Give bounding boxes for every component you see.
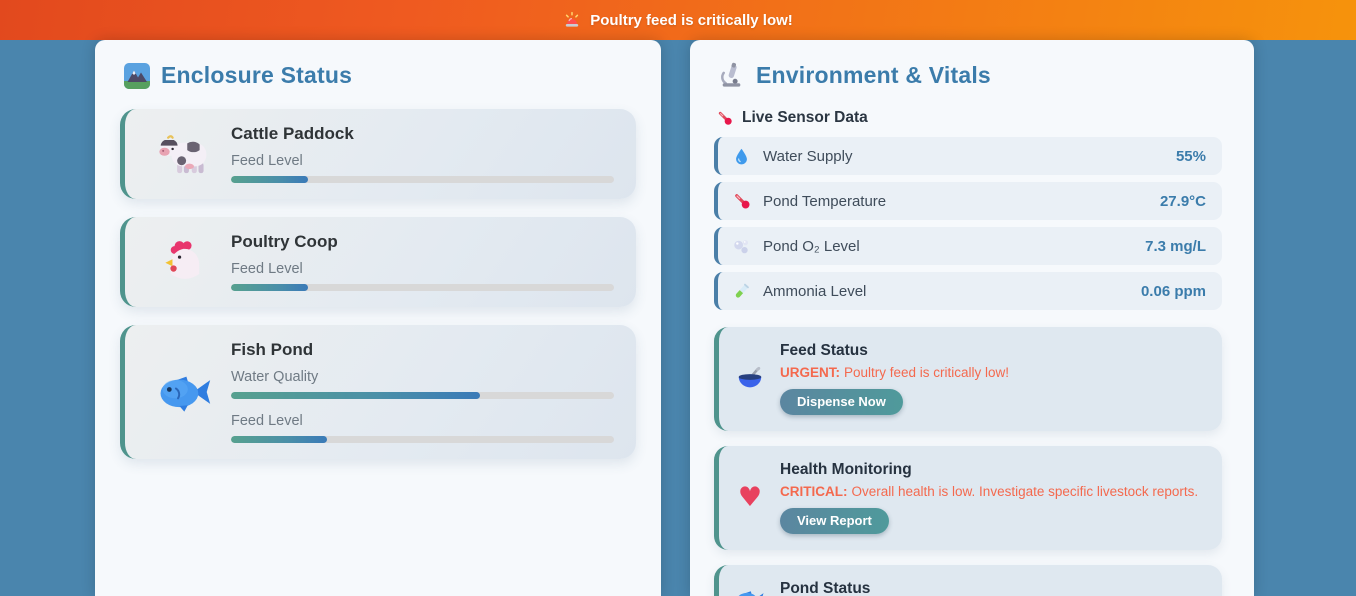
sensor-value: 27.9°C (1159, 192, 1206, 210)
water-quality-bar-fill (231, 392, 480, 399)
status-card-message: CRITICAL: Overall health is low. Investig… (780, 484, 1198, 499)
status-text: Overall health is low. Investigate speci… (851, 484, 1199, 499)
sensor-label: Ammonia Level (763, 282, 867, 300)
feed-level-bar (231, 176, 614, 183)
bar-label: Water Quality (231, 369, 319, 385)
sensor-row-pond-o2: Pond O₂ Level 7.3 mg/L (714, 227, 1222, 265)
status-card-list: Feed Status URGENT: Poultry feed is criti… (714, 327, 1222, 596)
bar-label: Feed Level (231, 413, 303, 429)
bar-label: Feed Level (231, 261, 303, 277)
enclosure-panel-title: Enclosure Status (161, 62, 353, 88)
enclosure-card-title: Cattle Paddock (231, 124, 354, 143)
cow-icon (139, 131, 231, 177)
status-prefix: URGENT: (780, 365, 840, 380)
view-report-button[interactable]: View Report (780, 508, 889, 534)
alert-banner: Poultry feed is critically low! (0, 0, 1356, 40)
fish-icon (139, 371, 231, 413)
status-card-pond: Pond Status Water quality is excellent. … (714, 565, 1222, 596)
enclosure-card-poultry: Poultry Coop Feed Level (120, 217, 636, 307)
vitals-panel-header: Environment & Vitals (718, 62, 1222, 89)
sensor-row-pond-temperature: Pond Temperature 27.9°C (714, 182, 1222, 220)
sensor-value: 0.06 ppm (1140, 282, 1206, 300)
status-card-health: ♥ Health Monitoring CRITICAL: Overall hea… (714, 446, 1222, 550)
sensor-label: Pond Temperature (763, 192, 887, 210)
bar-label: Feed Level (231, 153, 303, 169)
bowl-with-spoon-icon (733, 364, 767, 394)
sensor-value: 55% (1175, 147, 1206, 165)
enclosure-card-title: Poultry Coop (231, 232, 338, 251)
enclosure-panel-header: Enclosure Status (124, 62, 636, 89)
status-card-title: Feed Status (780, 342, 868, 359)
enclosure-card-cattle: Cattle Paddock Feed Level (120, 109, 636, 199)
status-card-message: URGENT: Poultry feed is critically low! (780, 365, 1009, 380)
sensor-label: Water Supply (763, 147, 853, 165)
banner-text: Poultry feed is critically low! (590, 11, 793, 29)
thermometer-icon (716, 110, 733, 127)
status-card-title: Health Monitoring (780, 461, 912, 478)
enclosure-panel: Enclosure Status Cattle Paddo (95, 40, 661, 596)
water-quality-bar (231, 392, 614, 399)
sensor-row-ammonia: Ammonia Level 0.06 ppm (714, 272, 1222, 310)
fish-icon (733, 588, 767, 596)
test-tube-icon (732, 282, 751, 301)
sensor-row-water-supply: Water Supply 55% (714, 137, 1222, 175)
feed-level-bar-fill (231, 436, 327, 443)
status-card-title: Pond Status (780, 580, 871, 596)
heart-icon: ♥ (737, 482, 763, 513)
sensor-value: 7.3 mg/L (1145, 237, 1206, 255)
siren-icon (563, 11, 581, 29)
microscope-icon (718, 62, 745, 89)
status-card-feed: Feed Status URGENT: Poultry feed is criti… (714, 327, 1222, 431)
sensor-section-title: Live Sensor Data (742, 109, 868, 126)
status-text: Poultry feed is critically low! (844, 365, 1010, 380)
vitals-panel-title: Environment & Vitals (756, 62, 991, 88)
dispense-now-button[interactable]: Dispense Now (780, 389, 903, 415)
feed-level-bar-fill (231, 284, 308, 291)
mountain-icon (124, 62, 150, 89)
chicken-icon (139, 238, 231, 286)
thermometer-icon (732, 192, 751, 211)
enclosure-card-fish: Fish Pond Water Quality Feed Level (120, 325, 636, 459)
droplet-icon (732, 147, 751, 166)
feed-level-bar (231, 436, 614, 443)
vitals-panel: Environment & Vitals Live Sensor Data Wa… (690, 40, 1254, 596)
feed-level-bar-fill (231, 176, 308, 183)
enclosure-card-title: Fish Pond (231, 340, 314, 359)
sensor-section-header: Live Sensor Data (716, 109, 1222, 127)
status-prefix: CRITICAL: (780, 484, 848, 499)
sensor-label: Pond O₂ Level (763, 237, 860, 255)
feed-level-bar (231, 284, 614, 291)
bubbles-icon (732, 237, 751, 256)
